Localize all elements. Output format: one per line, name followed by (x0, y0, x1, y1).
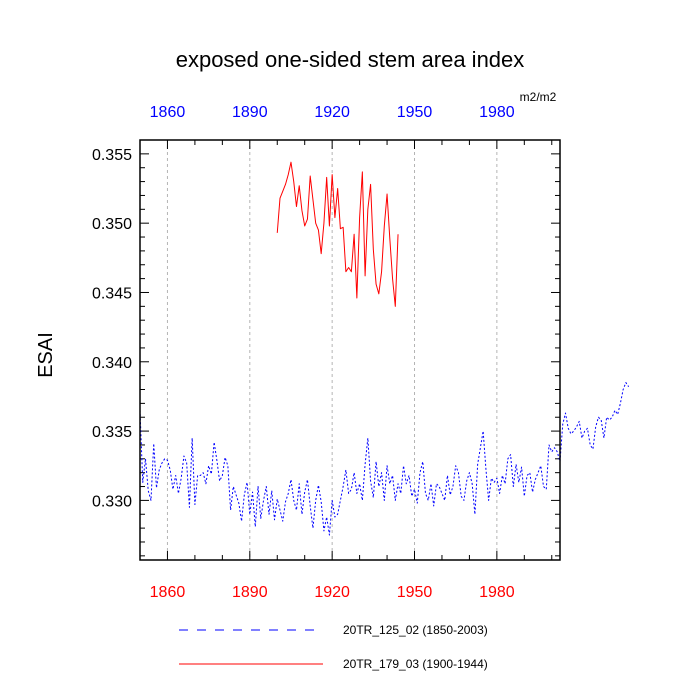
y-tick-label: 0.355 (92, 147, 132, 164)
series-layer (139, 161, 630, 536)
x-tick-label-top: 1860 (150, 104, 186, 121)
legend-label-1: 20TR_125_02 (1850-2003) (343, 623, 488, 637)
plot-frame (139, 139, 561, 561)
gridlines (166, 140, 498, 560)
x-tick-label-top: 1920 (314, 104, 350, 121)
x-tick-label-bottom: 1890 (232, 584, 268, 601)
y-tick-label: 0.330 (92, 493, 132, 510)
legend-label-2: 20TR_179_03 (1900-1944) (343, 657, 488, 671)
x-tick-label-top: 1890 (232, 104, 268, 121)
y-tick-label: 0.335 (92, 424, 132, 441)
chart-title: exposed one-sided stem area index (176, 47, 525, 72)
legend: 20TR_125_02 (1850-2003) 20TR_179_03 (1900… (179, 623, 488, 671)
y-tick-label: 0.340 (92, 355, 132, 372)
series-line-2 (276, 161, 399, 307)
x-tick-label-bottom: 1980 (479, 584, 515, 601)
y-tick-label: 0.345 (92, 285, 132, 302)
x-tick-label-bottom: 1920 (314, 584, 350, 601)
y-axis-label: ESAI (35, 332, 57, 378)
x-tick-label-bottom: 1950 (397, 584, 433, 601)
axis-ticks: 1860 1860 1890 1890 1920 1920 1950 1950 1980 1980… (92, 104, 560, 601)
x-tick-label-top: 1950 (397, 104, 433, 121)
units-label: m2/m2 (520, 90, 557, 104)
y-tick-label: 0.350 (92, 216, 132, 233)
series-line-1 (139, 382, 630, 536)
x-tick-label-bottom: 1860 (150, 584, 186, 601)
x-tick-label-top: 1980 (479, 104, 515, 121)
